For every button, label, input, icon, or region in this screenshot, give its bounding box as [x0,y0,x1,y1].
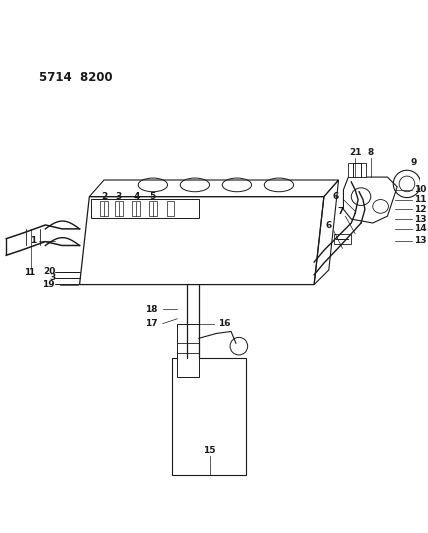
Bar [149,200,157,216]
Text: 13: 13 [414,215,426,224]
Text: 11: 11 [414,195,426,204]
Text: 12: 12 [414,205,426,214]
Text: 20: 20 [43,268,55,277]
Bar [100,200,108,216]
Text: 3: 3 [49,273,55,282]
Text: 8: 8 [368,148,374,157]
Text: 1: 1 [30,236,36,245]
Text: 18: 18 [145,304,158,313]
Text: 5: 5 [150,192,156,201]
Text: 10: 10 [414,185,426,195]
Text: 16: 16 [218,319,231,328]
Bar [91,199,199,218]
Bar [177,324,199,377]
Text: 4: 4 [133,192,140,201]
Text: 9: 9 [410,158,417,167]
Text: 7: 7 [337,207,344,216]
Text: 15: 15 [203,446,216,455]
Text: 21: 21 [349,148,361,157]
Text: 14: 14 [414,224,426,233]
Bar [334,234,351,244]
Text: 5714  8200: 5714 8200 [39,71,112,84]
Text: 13: 13 [414,236,426,245]
Text: 2: 2 [101,192,107,201]
Bar [172,358,246,475]
Bar [166,200,174,216]
Bar [348,164,366,177]
Text: 19: 19 [42,280,55,289]
Text: 6: 6 [332,192,339,201]
Bar [115,200,122,216]
Text: 1: 1 [24,268,30,277]
Text: 3: 3 [116,192,122,201]
Text: 1: 1 [27,268,34,277]
Text: 17: 17 [145,319,158,328]
Text: 6: 6 [326,221,332,230]
Bar [132,200,140,216]
